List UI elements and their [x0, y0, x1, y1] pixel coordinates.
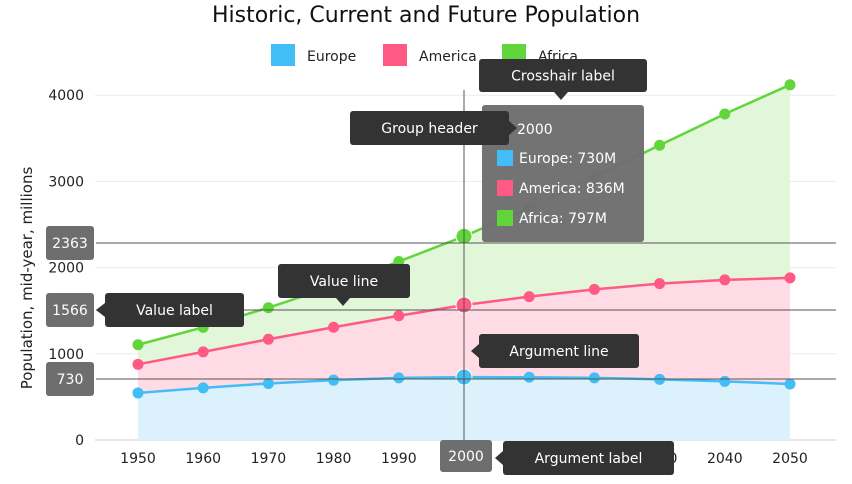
crosshair-value-label: [46, 226, 94, 260]
group-header-callout-pointer: [509, 121, 517, 135]
data-point-america[interactable]: [523, 291, 535, 303]
tooltip-item: Africa: 797M: [519, 211, 607, 227]
y-tick-label: 3000: [48, 174, 84, 190]
y-axis-label: Population, mid-year, millions: [18, 167, 36, 390]
data-point-europe[interactable]: [784, 378, 796, 390]
value-label-callout-text: Value label: [136, 303, 213, 319]
crosshair: 2363 1566 730 2000: [46, 90, 836, 472]
crosshair-value-label: [46, 362, 94, 396]
legend-label-europe[interactable]: Europe: [307, 49, 356, 65]
tooltip-header: 2000: [517, 122, 553, 138]
value-line-callout-pointer: [336, 298, 350, 306]
x-tick-label: 1960: [185, 451, 221, 467]
tooltip-box: [482, 105, 644, 242]
data-point-europe[interactable]: [328, 374, 340, 386]
argument-line-callout-text: Argument line: [509, 344, 608, 360]
chart-title: Historic, Current and Future Population: [212, 3, 640, 28]
data-point-europe[interactable]: [523, 371, 535, 383]
crosshair-label-callout-box: [479, 59, 647, 92]
data-point-africa[interactable]: [784, 79, 796, 91]
tooltip: 2000 Europe: 730M America: 836M Africa: 797…: [482, 105, 644, 242]
crosshair-argument-label: [440, 440, 492, 472]
area-africa: [138, 84, 790, 365]
data-point-america[interactable]: [654, 278, 666, 290]
data-point-europe[interactable]: [132, 387, 144, 399]
x-tick-label: 1950: [120, 451, 156, 467]
argument-line-callout-box: [479, 334, 639, 368]
value-label-callout-box: [105, 293, 244, 327]
legend-label-america[interactable]: America: [419, 49, 477, 65]
data-point-africa[interactable]: [132, 339, 144, 351]
y-tick-label: 4000: [48, 88, 84, 104]
x-tick-label: 1980: [316, 451, 352, 467]
tooltip-swatch: [497, 210, 513, 226]
argument-label-callout-pointer: [495, 451, 503, 465]
data-point-africa[interactable]: [654, 139, 666, 151]
data-point-europe[interactable]: [197, 382, 209, 394]
argument-line-callout-pointer: [471, 344, 479, 358]
x-tick-label: 1990: [381, 451, 417, 467]
data-point-europe[interactable]: [719, 375, 731, 387]
value-label-callout-pointer: [96, 303, 105, 317]
y-tick-label: 2000: [48, 261, 84, 277]
crosshair-label-callout-pointer: [554, 92, 568, 100]
data-point-america[interactable]: [132, 358, 144, 370]
group-header-callout-box: [350, 111, 509, 145]
value-line-callout-box: [278, 264, 410, 298]
crosshair-argument-label-text: 2000: [448, 449, 484, 465]
tooltip-item: America: 836M: [519, 181, 625, 197]
data-point-america[interactable]: [393, 310, 405, 322]
data-point-america[interactable]: [197, 346, 209, 358]
data-point-africa[interactable]: [719, 108, 731, 120]
legend-swatch-america: [383, 44, 407, 66]
data-point-america[interactable]: [784, 272, 796, 284]
y-tick-label: 0: [75, 433, 84, 449]
x-tick-label: 2040: [707, 451, 743, 467]
annotation-callouts: Crosshair label Group header Value line Val…: [96, 59, 674, 475]
tooltip-item: Europe: 730M: [519, 151, 616, 167]
group-header-callout-text: Group header: [381, 121, 478, 137]
crosshair-value-label-text: 730: [57, 372, 84, 388]
crosshair-value-label-text: 1566: [52, 303, 88, 319]
data-point-america[interactable]: [719, 274, 731, 286]
tooltip-swatch: [497, 180, 513, 196]
x-tick-label: 2050: [772, 451, 808, 467]
data-point-europe[interactable]: [393, 372, 405, 384]
crosshair-value-label-text: 2363: [52, 236, 88, 252]
x-tick-label: 1970: [251, 451, 287, 467]
data-point-europe[interactable]: [262, 377, 274, 389]
tooltip-swatch: [497, 150, 513, 166]
data-point-europe[interactable]: [588, 372, 600, 384]
data-point-america[interactable]: [262, 333, 274, 345]
crosshair-value-label: [46, 293, 94, 327]
argument-label-callout-box: [503, 441, 674, 475]
data-point-africa[interactable]: [262, 302, 274, 314]
legend-swatch-europe: [271, 44, 295, 66]
crosshair-label-callout-text: Crosshair label: [511, 69, 615, 85]
value-line-callout-text: Value line: [310, 274, 378, 290]
argument-label-callout-text: Argument label: [535, 451, 643, 467]
data-point-america[interactable]: [588, 283, 600, 295]
data-point-america[interactable]: [328, 321, 340, 333]
y-tick-label: 1000: [48, 347, 84, 363]
